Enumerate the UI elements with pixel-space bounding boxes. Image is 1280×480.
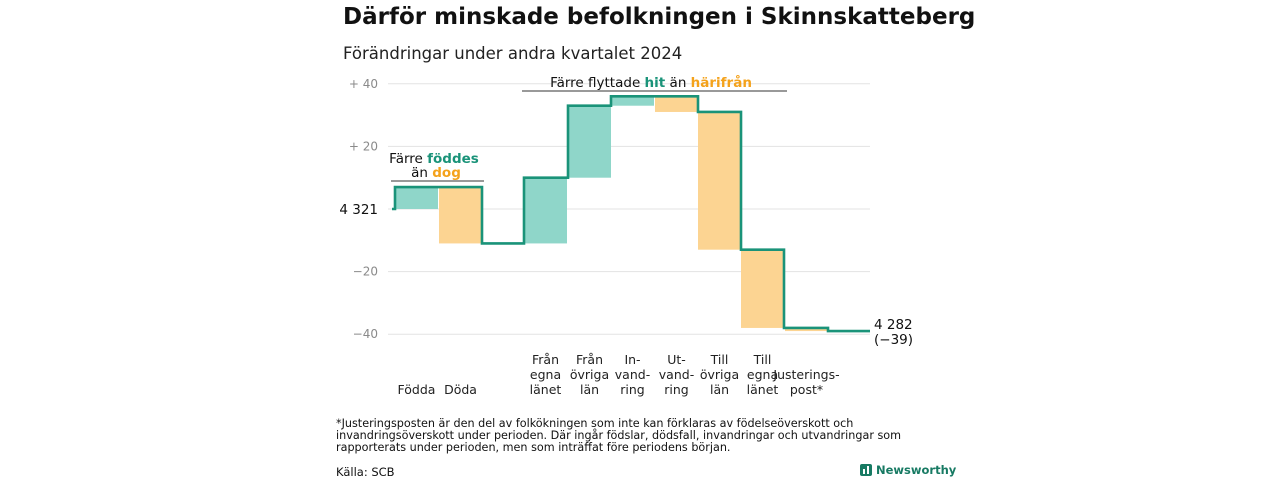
bar-6 [698,111,741,250]
category-label-6-2: län [710,382,729,397]
category-label-8-1: post* [790,382,823,397]
category-labels: Födda DödaFrånegnalänetFrånövrigalänIn-va… [398,352,840,397]
y-tick-labels: + 40 + 20 −20 −40 [349,77,378,341]
y-tick-label-3: −40 [353,327,378,341]
category-label-5-1: vand- [659,367,694,382]
category-label-8-0: Justerings- [772,367,839,382]
bar-1 [439,187,482,244]
end-change-label: (−39) [874,332,913,348]
category-label-3-0: Från [576,352,603,367]
category-label-4-2: ring [620,382,644,397]
bar-3 [568,105,611,178]
brand-name: Newsworthy [876,463,957,477]
y-tick-label-2: −20 [353,265,378,279]
end-value-label: 4 282 [874,317,913,333]
footnote: *Justeringsposten är den del av folkökni… [336,417,902,454]
cumulative-step-line [392,95,870,333]
y-tick-label-0: + 40 [349,77,378,91]
category-label-2-0: Från [532,352,559,367]
category-label-1-0: Döda [444,382,477,397]
source-label: Källa: SCB [336,465,395,479]
bars [395,96,828,332]
births-annotation-line2: än dog [411,165,461,181]
category-label-4-0: In- [624,352,640,367]
chart-title: Därför minskade befolkningen i Skinnskat… [343,4,976,30]
bar-5 [655,96,698,112]
category-label-3-2: län [580,382,599,397]
bar-2 [524,177,567,244]
start-value-label: 4 321 [339,202,378,218]
category-label-6-1: övriga [700,367,739,382]
category-label-3-1: övriga [570,367,609,382]
category-label-5-2: ring [664,382,688,397]
migration-annotation: Färre flyttade hit än härifrån [550,74,752,91]
category-label-0-0: Födda [398,382,436,397]
category-label-7-1: egna [747,367,778,382]
y-tick-label-1: + 20 [349,139,378,153]
waterfall-chart: + 40+ 20−20−40 Födda DödaFrånegnalänetFrå… [339,74,913,397]
births-annotation-line1: Färre föddes [389,151,479,167]
category-label-2-2: länet [530,382,562,397]
category-label-5-0: Ut- [667,352,686,367]
brand-logo: Newsworthy [860,463,956,477]
category-label-2-1: egna [530,367,561,382]
category-label-4-1: vand- [615,367,650,382]
bar-8 [785,327,828,332]
category-label-7-0: Till [753,352,772,367]
bar-7 [741,249,784,328]
bar-0 [395,187,438,209]
chart-subtitle: Förändringar under andra kvartalet 2024 [343,44,683,63]
category-label-7-2: länet [747,382,779,397]
bar-4 [611,96,654,106]
end-labels: 4 321 4 282(−39) [339,202,913,348]
category-label-6-0: Till [710,352,729,367]
newsworthy-icon [860,464,872,476]
